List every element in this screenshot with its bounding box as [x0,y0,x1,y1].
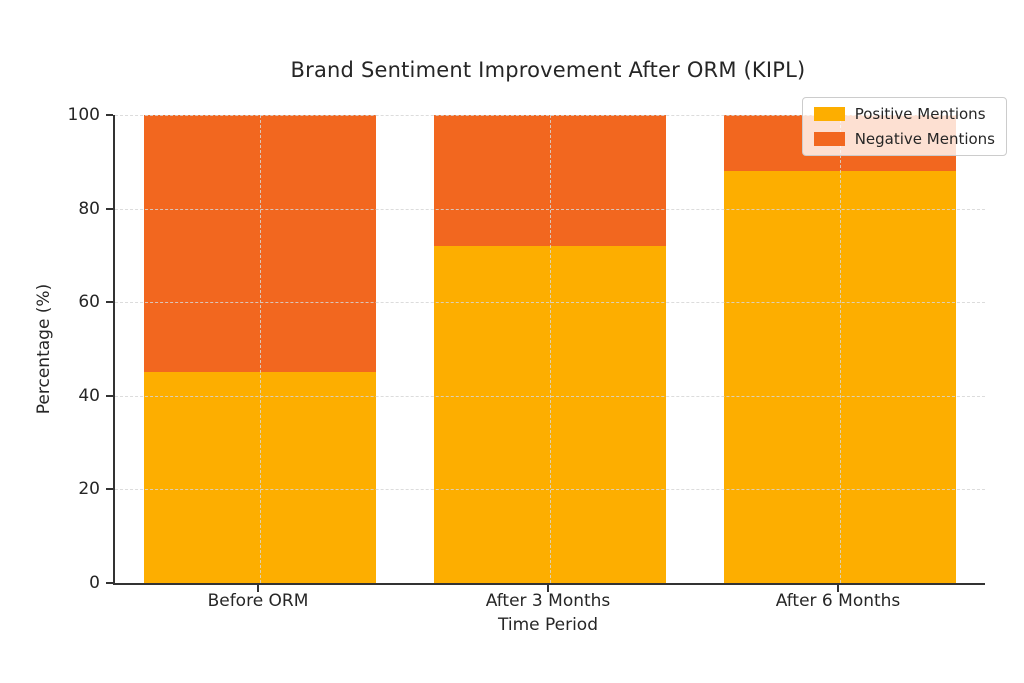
legend-swatch-negative-icon [813,132,845,146]
y-tick-mark-20 [106,488,113,491]
bar-segment-negative-mentions-before-orm [144,115,376,373]
y-tick-mark-60 [106,301,113,304]
bar-after-6-months [724,115,956,583]
y-tick-mark-80 [106,207,113,210]
y-tick-label-60: 60 [78,292,100,313]
x-tick-label-after-3-months: After 3 Months [485,591,611,611]
y-axis-label: Percentage (%) [34,283,54,415]
bar-before-orm [144,115,376,583]
legend-swatch-positive-icon [813,107,845,121]
legend-item-negative-mentions: Negative Mentions [813,130,995,148]
bar-segment-negative-mentions-after-3-months [434,115,666,247]
y-tick-label-40: 40 [78,385,100,406]
bar-segment-positive-mentions-after-6-months [724,171,956,583]
y-tick-mark-100 [106,114,113,116]
y-tick-label-100: 100 [67,105,100,125]
y-tick-label-20: 20 [78,479,100,500]
x-tick-mark-before-orm [257,585,259,592]
y-tick-label-0: 0 [89,573,100,593]
bar-after-3-months [434,115,666,583]
legend-label-positive: Positive Mentions [854,105,986,123]
plot-area [113,115,985,585]
y-tick-mark-40 [106,394,113,397]
x-tick-label-after-6-months: After 6 Months [775,591,901,611]
y-tick-mark-0 [106,582,113,584]
legend-label-negative: Negative Mentions [854,130,995,148]
legend-item-positive-mentions: Positive Mentions [813,105,995,123]
x-tick-mark-after-3-months [547,585,549,592]
legend: Positive Mentions Negative Mentions [801,97,1007,156]
bar-segment-positive-mentions-before-orm [144,372,376,583]
x-tick-mark-after-6-months [837,585,839,592]
bar-segment-positive-mentions-after-3-months [434,246,666,583]
x-tick-label-before-orm: Before ORM [207,591,309,611]
chart-title: Brand Sentiment Improvement After ORM (K… [290,58,806,82]
x-axis-label: Time Period [497,615,599,635]
y-tick-label-80: 80 [78,198,100,219]
